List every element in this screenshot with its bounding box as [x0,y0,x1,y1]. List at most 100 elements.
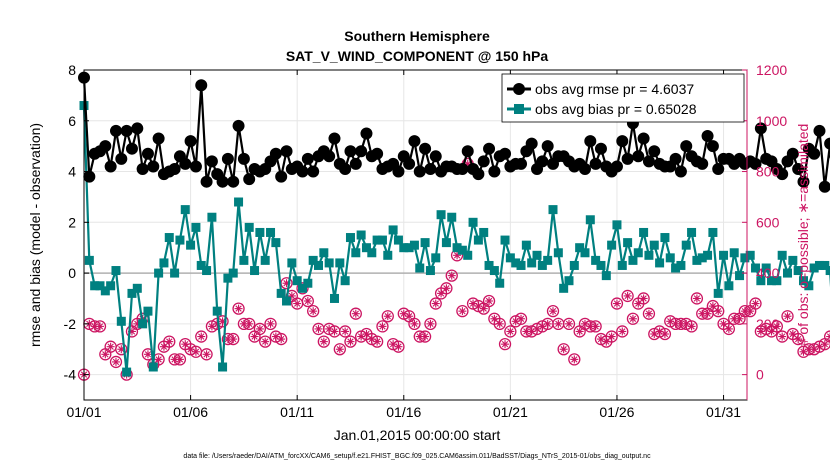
obs-count-circle [163,335,176,348]
x-axis-ticks: 01/01 01/06 01/11 01/16 01/21 01/26 01/31 [66,70,741,420]
bias-point [425,266,435,276]
rmse-point [541,140,554,153]
bias-point [612,220,622,230]
obs-count-asterisk [421,333,429,340]
bias-point [713,288,723,298]
bias-point [138,319,148,329]
bias-point [361,243,371,253]
left-tick-label: 4 [68,164,76,180]
obs-count-asterisk [507,328,514,335]
bias-point [548,205,558,215]
obs-count-asterisk [635,300,642,307]
right-tick-label: 1000 [756,113,787,129]
bias-point [228,268,238,278]
bias-point [164,233,174,243]
rmse-point [344,145,357,158]
obs-count-asterisk [166,338,173,345]
obs-count-point [818,338,830,351]
bias-point [580,248,590,258]
left-tick-label: 0 [68,265,76,281]
legend-box [501,73,745,123]
rmse-point [104,160,117,173]
bias-point [729,248,739,258]
obs-count-asterisk [480,305,487,312]
obs-count-point [610,297,624,310]
rmse-point [824,137,830,150]
obs-count-asterisk [725,325,733,333]
bias-point [234,197,244,207]
bias-point [409,240,419,250]
obs-count-point [504,325,517,338]
bias-point [735,271,745,281]
obs-count-point [243,317,256,330]
obs-count-circle [770,320,783,333]
rmse-point [680,140,693,153]
obs-count-point [349,307,362,320]
x-axis-label: Jan.01,2015 00:00:00 start [334,427,501,443]
bias-point [665,253,675,263]
obs-count-circle [307,305,320,318]
obs-count-asterisk [608,333,615,340]
rmse-point [754,122,767,135]
obs-count-point [248,330,261,343]
obs-count-point [514,312,528,325]
bias-point [255,227,265,237]
bias-point [473,235,483,245]
rmse-point [360,127,373,140]
bias-point [724,281,734,291]
bias-point [484,260,494,270]
obs-count-asterisk [555,320,562,328]
rmse-point [307,165,320,178]
rmse-point [243,173,256,186]
obs-count-circle [514,312,528,325]
obs-count-asterisk [544,320,551,328]
obs-count-point [104,340,117,353]
obs-count-circle [626,312,640,325]
obs-count-circle [264,317,277,330]
obs-count-circle [498,338,512,351]
bias-point [628,255,638,265]
obs-count-asterisk [331,328,338,335]
x-tick-label: 01/16 [386,404,421,420]
rmse-point [483,142,496,155]
obs-count-asterisk [112,358,120,366]
legend-rmse-label: obs avg rmse pr = 4.6037 [535,81,694,97]
bias-point [527,258,537,268]
obs-count-asterisk [576,328,583,335]
bias-point [537,260,547,270]
obs-count-asterisk [613,300,621,307]
bias-point [383,250,393,260]
obs-count-point [141,348,155,361]
obs-count-point [546,305,560,318]
obs-count-asterisk [565,320,573,328]
rmse-point [152,132,165,145]
bias-point [319,248,329,258]
obs-count-asterisk [352,310,359,317]
obs-count-asterisk [304,297,312,305]
obs-count-asterisk [320,338,328,345]
rmse-point [632,150,645,163]
bias-point [95,281,105,291]
obs-count-point [189,345,203,358]
right-tick-label: 0 [756,367,764,383]
obs-count-circle [227,332,240,346]
rmse-point [594,142,607,155]
rmse-point [808,147,821,160]
obs-count-circle [642,307,656,320]
right-axis-ticks: 0 200 400 600 800 1000 1200 [742,62,787,400]
bias-point [505,253,515,263]
bias-point [436,210,446,220]
rmse-point [280,145,293,158]
obs-count-circle [429,297,442,310]
obs-count-point [712,305,725,318]
obs-count-point [317,335,330,348]
obs-count-asterisk [309,307,317,315]
bias-series [79,101,830,377]
obs-count-asterisk [437,290,445,297]
bias-point [564,276,574,286]
obs-count-point [792,332,805,346]
obs-count-circle [259,335,272,348]
obs-count-circle [504,325,517,338]
x-tick-label: 01/11 [280,404,314,420]
bias-point [116,316,126,326]
